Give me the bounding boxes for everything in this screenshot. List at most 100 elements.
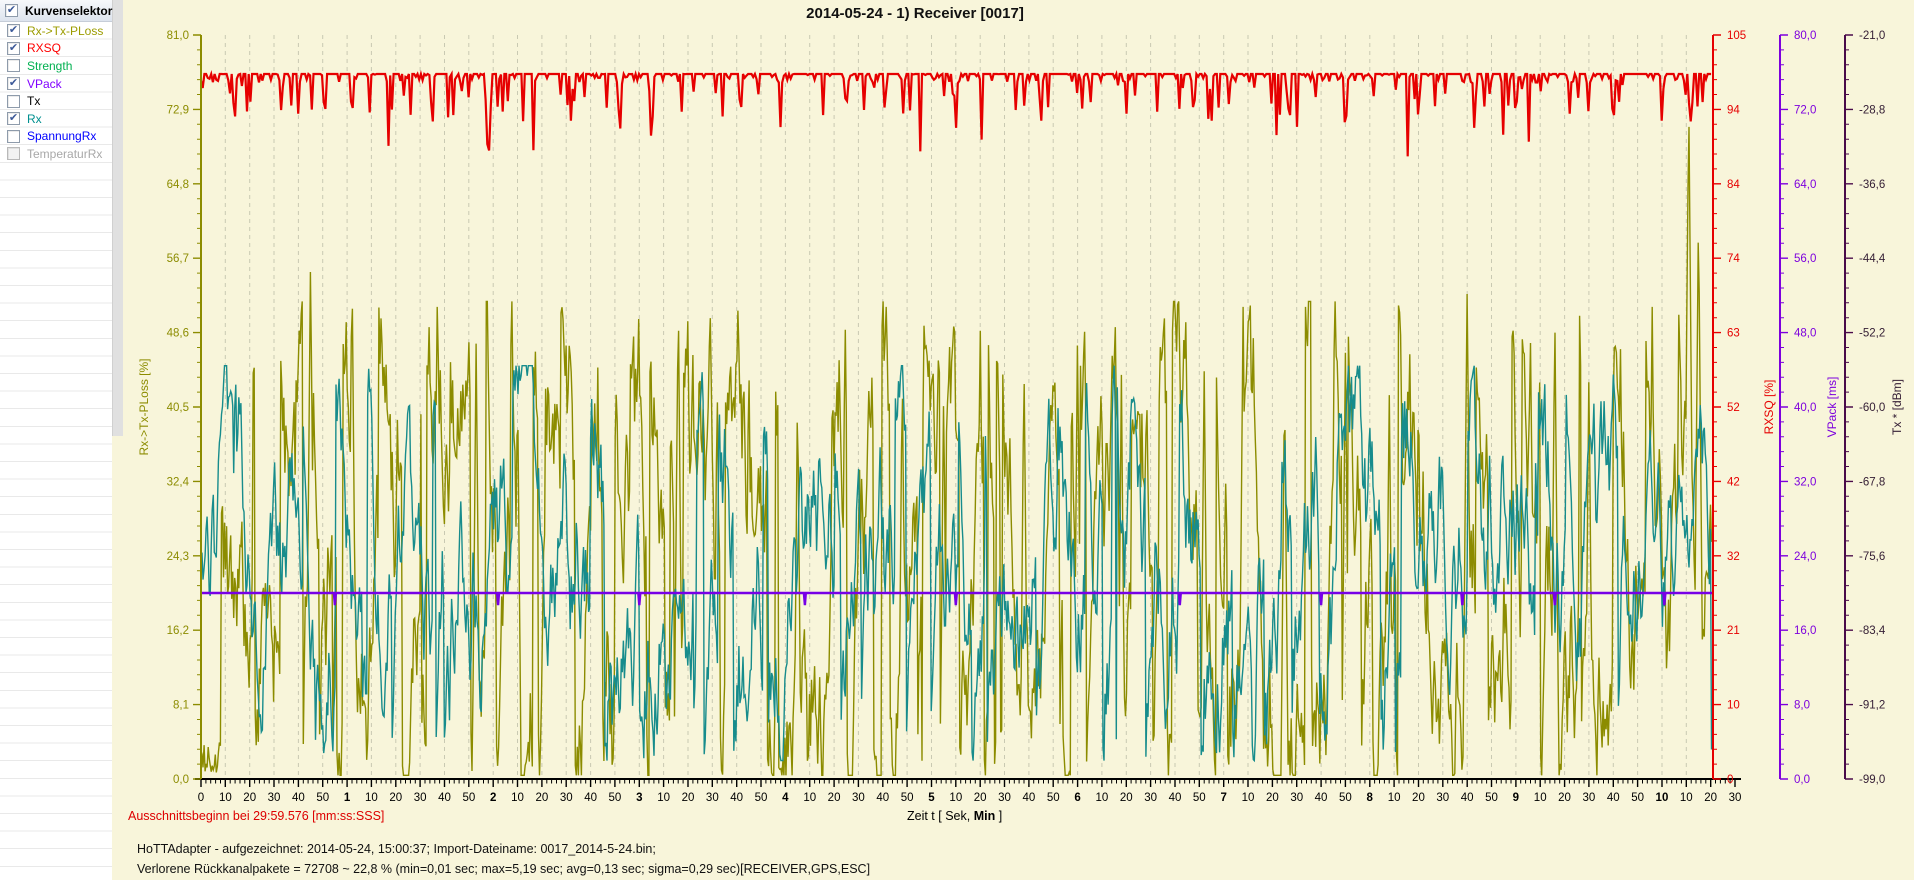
x-tick-label: 6	[1074, 792, 1080, 804]
checkbox-tx[interactable]	[7, 94, 20, 108]
tx-axis-tick-label: -67,8	[1859, 476, 1885, 488]
rxsq-axis-tick-label: 10	[1727, 700, 1740, 712]
sidebar-item-strength[interactable]: Strength	[0, 57, 112, 75]
tx-axis-tick-label: -21,0	[1859, 30, 1885, 42]
rxsq-axis-tick-label: 74	[1727, 253, 1740, 265]
curve-selector-header-checkbox[interactable]: ✔	[5, 4, 18, 17]
sidebar-item-spannungrx[interactable]: SpannungRx	[0, 128, 112, 146]
left-axis-tick-label: 0,0	[173, 774, 189, 786]
left-axis-tick-label: 64,8	[167, 179, 189, 191]
x-tick-label: 20	[828, 792, 841, 804]
checkbox-rxsq[interactable]: ✔	[7, 41, 20, 55]
tx-axis-tick-label: -99,0	[1859, 774, 1885, 786]
sidebar-item-rx[interactable]: ✔ Rx	[0, 110, 112, 128]
x-axis-major-ticks	[200, 779, 1736, 787]
checkbox-rx-tx-ploss[interactable]: ✔	[7, 24, 20, 38]
x-tick-label: 40	[1315, 792, 1328, 804]
vpack-axis-tick-label: 56,0	[1794, 253, 1816, 265]
x-tick-label: 30	[268, 792, 281, 804]
x-tick-label: 40	[1169, 792, 1182, 804]
axis-title-rx-tx-ploss: Rx->Tx-PLoss [%]	[137, 358, 151, 456]
x-tick-label: 40	[292, 792, 305, 804]
x-tick-label: 10	[803, 792, 816, 804]
vpack-axis-tick-label: 48,0	[1794, 328, 1816, 340]
footer-info: HoTTAdapter - aufgezeichnet: 2014-05-24,…	[137, 839, 870, 879]
sidebar-item-label: Strength	[27, 58, 73, 73]
plot-area[interactable]	[201, 35, 1713, 779]
sidebar-item-rxsq[interactable]: ✔ RXSQ	[0, 40, 112, 58]
checkbox-rx[interactable]: ✔	[7, 112, 20, 126]
x-tick-label: 50	[755, 792, 768, 804]
left-axis-tick-label: 32,4	[167, 476, 190, 488]
series-vpack	[201, 591, 1713, 606]
checkbox-vpack[interactable]: ✔	[7, 77, 20, 91]
left-axis-tick-label: 81,0	[167, 30, 189, 42]
x-tick-label: 30	[1144, 792, 1157, 804]
sidebar-item-label: Rx	[27, 111, 42, 126]
x-tick-label: 40	[1607, 792, 1620, 804]
sidebar-item-temperaturrx[interactable]: TemperaturRx	[0, 145, 112, 163]
x-tick-label: 3	[636, 792, 642, 804]
x-tick-label: 10	[219, 792, 232, 804]
x-tick-label: 10	[1096, 792, 1109, 804]
rxsq-axis-minor-ticks	[1713, 49, 1717, 765]
sidebar-item-label: VPack	[27, 76, 62, 91]
rxsq-axis-tick-label: 21	[1727, 625, 1740, 637]
sidebar-item-label: RXSQ	[27, 41, 62, 56]
rxsq-axis-tick-label: 84	[1727, 179, 1740, 191]
x-tick-label: 30	[1729, 792, 1742, 804]
x-tick-label: 40	[876, 792, 889, 804]
rxsq-axis-tick-label: 42	[1727, 476, 1740, 488]
curve-selector-header[interactable]: ✔ Kurvenselektor	[0, 0, 112, 22]
rxsq-axis-tick-label: 63	[1727, 328, 1740, 340]
vpack-axis-tick-label: 72,0	[1794, 104, 1816, 116]
axis-title-rxsq: RXSQ [%]	[1762, 379, 1776, 435]
left-axis-tick-label: 48,6	[167, 328, 189, 340]
left-axis-tick-label: 56,7	[167, 253, 189, 265]
vpack-axis-tick-label: 64,0	[1794, 179, 1816, 191]
x-tick-label: 20	[1120, 792, 1133, 804]
left-axis-major-ticks	[193, 34, 201, 780]
tx-axis-tick-label: -52,2	[1859, 328, 1885, 340]
rxsq-axis-tick-label: 52	[1727, 402, 1740, 414]
x-tick-label: 10	[949, 792, 962, 804]
left-axis-tick-label: 16,2	[167, 625, 189, 637]
tx-axis-tick-label: -91,2	[1859, 700, 1885, 712]
rxsq-axis-tick-label: 94	[1727, 104, 1740, 116]
x-tick-label: 8	[1367, 792, 1374, 804]
rxsq-axis-tick-label: 105	[1727, 30, 1746, 42]
x-tick-label: 10	[511, 792, 524, 804]
series-rx-tx-ploss	[201, 126, 1713, 776]
sidebar-item-vpack[interactable]: ✔ VPack	[0, 75, 112, 93]
x-tick-label: 10	[1656, 792, 1669, 804]
tx-axis-major-ticks	[1845, 34, 1853, 780]
rxsq-axis-major-ticks	[1713, 34, 1721, 780]
x-tick-label: 30	[560, 792, 573, 804]
x-tick-label: 9	[1513, 792, 1519, 804]
sidebar-item-rx-tx-ploss[interactable]: ✔ Rx->Tx-PLoss	[0, 22, 112, 40]
checkbox-strength[interactable]	[7, 59, 20, 73]
rxsq-axis-tick-label: 0	[1727, 774, 1733, 786]
x-tick-label: 30	[998, 792, 1011, 804]
x-tick-label: 50	[1339, 792, 1352, 804]
x-tick-label: 50	[1193, 792, 1206, 804]
x-tick-label: 30	[1290, 792, 1303, 804]
x-tick-label: 1	[344, 792, 351, 804]
vpack-axis-tick-label: 80,0	[1794, 30, 1816, 42]
checkbox-spannungrx[interactable]	[7, 129, 20, 143]
sidebar-item-tx[interactable]: Tx	[0, 92, 112, 110]
excerpt-start-label: Ausschnittsbeginn bei 29:59.576 [mm:ss:S…	[128, 809, 385, 823]
x-tick-label: 30	[706, 792, 719, 804]
footer-info-line1: HoTTAdapter - aufgezeichnet: 2014-05-24,…	[137, 842, 656, 856]
x-tick-label: 50	[1631, 792, 1644, 804]
checkbox-temperaturrx[interactable]	[7, 147, 20, 161]
tx-axis-tick-label: -44,4	[1859, 253, 1886, 265]
sidebar-item-label: Rx->Tx-PLoss	[27, 23, 104, 38]
left-axis-minor-ticks	[197, 49, 201, 765]
axis-title-tx: Tx * [dBm]	[1890, 378, 1904, 436]
sidebar-scrollbar[interactable]	[112, 0, 123, 436]
vpack-axis-tick-label: 0,0	[1794, 774, 1810, 786]
tx-axis-minor-ticks	[1845, 49, 1849, 765]
